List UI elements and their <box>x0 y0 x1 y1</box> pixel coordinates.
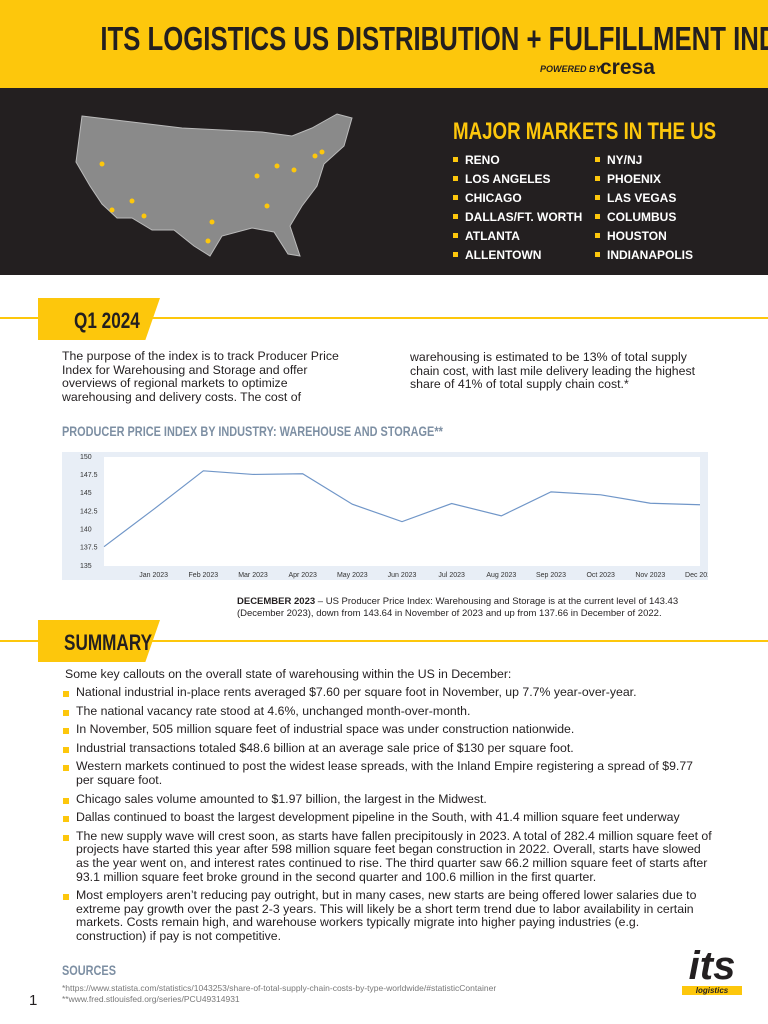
title: ITS LOGISTICS US DISTRIBUTION + FULFILLM… <box>100 20 768 57</box>
x-tick-label: Oct 2023 <box>586 572 615 579</box>
tag: SUMMARY <box>38 620 160 662</box>
chart: 135 137.5 140 142.5 145 147.5 150 Jan 2023 Feb 2… <box>62 452 708 580</box>
market: COLUMBUS <box>595 210 737 229</box>
summary-intro: Some key callouts on the overall state o… <box>65 667 512 681</box>
market: INDIANAPOLIS <box>595 248 737 267</box>
paragraph: The purpose of the index is to track Pro… <box>62 349 339 404</box>
x-tick-label: Jul 2023 <box>438 572 465 579</box>
x-tick-label: Dec 2023 <box>685 572 708 579</box>
market: HOUSTON <box>595 229 737 248</box>
bullet: Industrial transactions totaled $48.6 bi… <box>62 741 712 756</box>
rule <box>0 640 768 642</box>
x-tick-label: Mar 2023 <box>238 572 268 579</box>
logo-text: its <box>688 944 736 988</box>
y-tick-label: 147.5 <box>80 472 98 479</box>
chart-title: PRODUCER PRICE INDEX BY INDUSTRY: WAREHO… <box>62 423 443 439</box>
market: NY/NJ <box>595 153 737 172</box>
x-tick-label: Feb 2023 <box>189 572 219 579</box>
y-tick-label: 142.5 <box>80 508 98 515</box>
summary-bullets: National industrial in-place rents avera… <box>62 685 712 949</box>
market-dots <box>99 149 325 244</box>
bullet: Dallas continued to boast the largest de… <box>62 811 712 825</box>
market: DALLAS/FT. WORTH <box>453 210 595 229</box>
logo: its logistics <box>682 946 742 995</box>
brand: cresa <box>600 56 655 79</box>
caption-label: DECEMBER 2023 <box>237 596 316 607</box>
paragraph: warehousing is estimated to be 13% of to… <box>410 350 696 392</box>
header: ITS LOGISTICS US DISTRIBUTION + FULFILLM… <box>0 0 768 88</box>
source: *https://www.statista.com/statistics/104… <box>62 983 497 993</box>
x-tick-label: Jun 2023 <box>388 572 417 579</box>
caption: DECEMBER 2023 – US Producer Price Index:… <box>237 596 707 619</box>
y-tick-label: 135 <box>80 563 92 570</box>
us-map <box>75 113 353 257</box>
bullet: The national vacancy rate stood at 4.6%,… <box>62 704 712 719</box>
markets-band: MAJOR MARKETS IN THE US RENO LOS ANGELES C… <box>0 88 768 275</box>
y-tick-label: 140 <box>80 527 92 534</box>
bullet: The new supply wave will crest soon, as … <box>62 829 712 884</box>
x-tick-label: May 2023 <box>337 572 368 579</box>
market: PHOENIX <box>595 172 737 191</box>
markets-title: MAJOR MARKETS IN THE US <box>453 118 717 145</box>
x-tick-label: Jan 2023 <box>139 572 168 579</box>
plot-area <box>104 457 700 566</box>
markets-list: RENO LOS ANGELES CHICAGO DALLAS/FT. WORTH AT… <box>453 153 743 267</box>
market: CHICAGO <box>453 191 595 210</box>
market: LOS ANGELES <box>453 172 595 191</box>
bullet: Western markets continued to post the wi… <box>62 760 712 787</box>
powered-by: POWERED BY: <box>540 64 605 74</box>
sources-list: *https://www.statista.com/statistics/104… <box>62 983 496 1005</box>
page-number: 1 <box>29 992 38 1009</box>
x-tick-label: Nov 2023 <box>635 572 665 579</box>
y-tick-label: 150 <box>80 454 92 461</box>
x-tick-label: Apr 2023 <box>288 572 317 579</box>
x-tick-label: Sep 2023 <box>536 572 566 579</box>
tag: Q1 2024 <box>38 298 160 340</box>
market: RENO <box>453 153 595 172</box>
caption-text: – US Producer Price Index: Warehousing a… <box>237 596 679 619</box>
map-shape <box>75 113 353 257</box>
sources-title: SOURCES <box>62 962 117 978</box>
market: ATLANTA <box>453 229 595 248</box>
tag-text: Q1 2024 <box>74 308 140 333</box>
logo-sub: logistics <box>682 986 742 995</box>
x-tick-label: Aug 2023 <box>486 572 516 579</box>
y-tick-label: 145 <box>80 490 92 497</box>
bullet: In November, 505 million square feet of … <box>62 723 712 737</box>
market: ALLENTOWN <box>453 248 595 267</box>
bullet: National industrial in-place rents avera… <box>62 685 712 700</box>
line <box>103 470 701 548</box>
bullet: Most employers aren’t reducing pay outri… <box>62 888 712 943</box>
source: **www.fred.stlouisfed.org/series/PCU4931… <box>62 994 240 1004</box>
rule <box>0 317 768 319</box>
tag-text: SUMMARY <box>64 630 153 655</box>
bullet: Chicago sales volume amounted to $1.97 b… <box>62 792 712 807</box>
market: LAS VEGAS <box>595 191 737 210</box>
y-tick-label: 137.5 <box>80 545 98 552</box>
